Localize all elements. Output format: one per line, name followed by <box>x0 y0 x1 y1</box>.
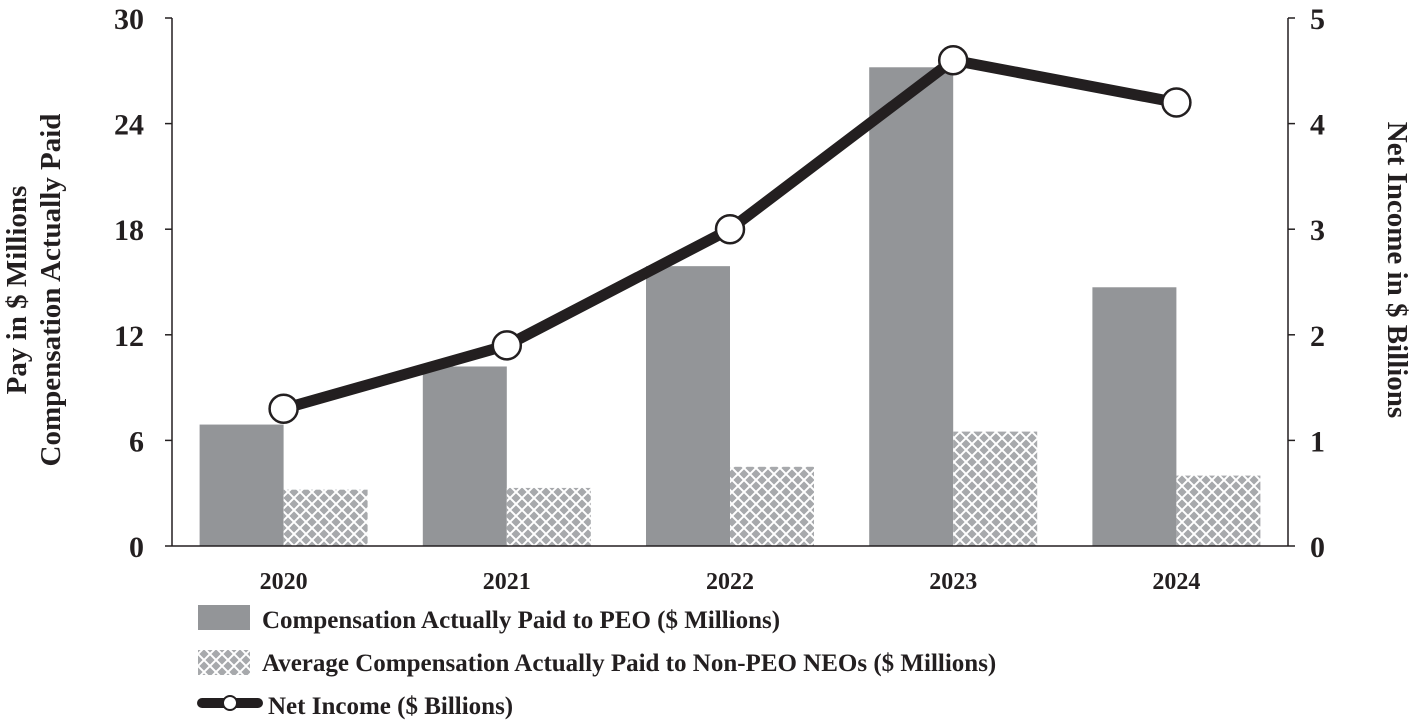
legend-label-non-peo: Average Compensation Actually Paid to No… <box>262 650 996 677</box>
legend: Compensation Actually Paid to PEO ($ Mil… <box>197 605 996 720</box>
right-tick-label-4: 4 <box>1310 109 1325 142</box>
legend-marker-net-income <box>222 695 238 711</box>
x-tick-label-2021: 2021 <box>483 569 531 595</box>
legend-label-peo: Compensation Actually Paid to PEO ($ Mil… <box>262 607 780 634</box>
legend-swatch-peo <box>198 605 250 630</box>
bar-peo-2020 <box>199 424 284 546</box>
right-tick-label-0: 0 <box>1310 531 1325 564</box>
left-axis-title-line-1: Pay in $ Millions <box>1 186 33 395</box>
bar-peo-2023 <box>869 67 954 546</box>
right-tick-label-2: 2 <box>1310 320 1325 353</box>
bar-non-peo-2020 <box>283 489 368 546</box>
left-tick-label-24: 24 <box>114 109 144 142</box>
bar-non-peo-2022 <box>730 466 814 546</box>
bar-non-peo-2024 <box>1176 475 1261 546</box>
bar-non-peo-2021 <box>506 487 591 546</box>
net-income-point-2024 <box>1161 87 1192 118</box>
left-tick-label-18: 18 <box>114 214 144 247</box>
bar-peo-2022 <box>646 266 730 546</box>
bar-peo-2024 <box>1092 287 1177 546</box>
legend-label-net-income: Net Income ($ Billions) <box>268 693 513 720</box>
right-tick-label-1: 1 <box>1310 425 1325 458</box>
bars-layer <box>199 67 1261 546</box>
line-layer <box>268 44 1192 424</box>
x-tick-label-2022: 2022 <box>706 569 754 595</box>
right-tick-label-5: 5 <box>1310 3 1325 36</box>
x-tick-label-2024: 2024 <box>1152 569 1200 595</box>
net-income-point-2020 <box>268 393 299 424</box>
left-tick-label-6: 6 <box>129 425 144 458</box>
left-tick-label-30: 30 <box>114 3 144 36</box>
net-income-point-2023 <box>937 44 969 76</box>
bar-peo-2021 <box>422 366 507 546</box>
right-tick-label-3: 3 <box>1310 214 1325 247</box>
net-income-point-2022 <box>714 213 746 245</box>
left-axis-title-line-2: Compensation Actually Paid <box>35 114 67 467</box>
net-income-point-2021 <box>491 330 523 361</box>
right-axis-title: Net Income in $ Billions <box>1381 122 1413 418</box>
axes-layer <box>171 18 1289 547</box>
x-tick-label-2023: 2023 <box>929 569 977 595</box>
bar-non-peo-2023 <box>953 431 1038 546</box>
left-tick-label-0: 0 <box>129 531 144 564</box>
left-tick-label-12: 12 <box>114 320 144 353</box>
legend-swatch-non-peo <box>198 650 250 675</box>
x-tick-label-2020: 2020 <box>260 569 308 595</box>
